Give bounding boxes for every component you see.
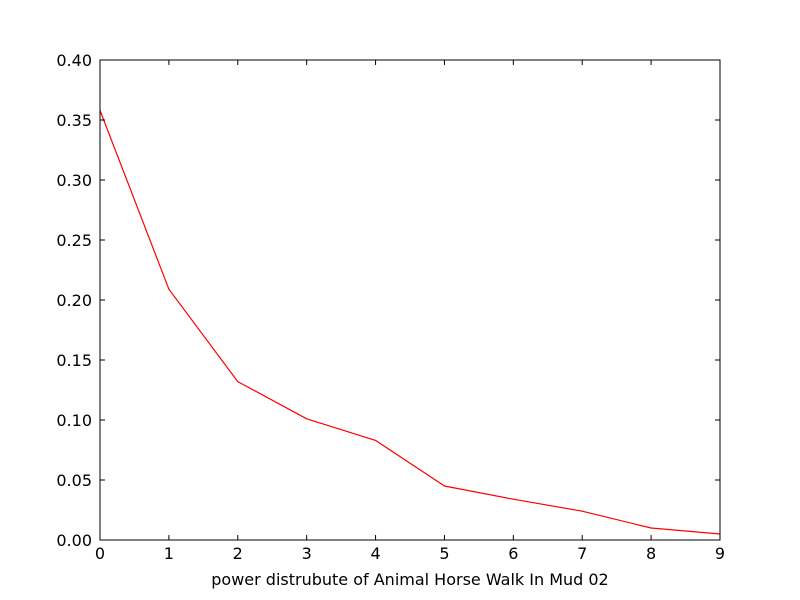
data-point bbox=[374, 439, 377, 441]
tick-layer: 0 1 2 3 4 5 6 7 8 9 0.00 0.05 0.10 0.15 0.20 0.25 0.30 0.… bbox=[56, 51, 725, 563]
x-axis-label: power distrubute of Animal Horse Walk In… bbox=[211, 570, 608, 589]
x-tick-label: 7 bbox=[577, 544, 587, 563]
y-tick-label: 0.40 bbox=[56, 51, 92, 70]
x-tick-label: 1 bbox=[164, 544, 174, 563]
x-tick-label: 8 bbox=[646, 544, 656, 563]
x-tick-label: 0 bbox=[95, 544, 105, 563]
plot-area bbox=[100, 60, 720, 540]
y-tick-label: 0.05 bbox=[56, 471, 92, 490]
data-point bbox=[306, 418, 308, 420]
y-tick-label: 0.20 bbox=[56, 291, 92, 310]
x-tick-label: 6 bbox=[508, 544, 518, 563]
x-tick-label: 4 bbox=[370, 544, 380, 563]
plot-frame bbox=[99, 59, 721, 541]
x-tick-label: 5 bbox=[439, 544, 449, 563]
y-tick-label: 0.35 bbox=[56, 111, 92, 130]
data-point bbox=[237, 381, 239, 383]
data-point bbox=[581, 510, 583, 512]
y-tick-label: 0.25 bbox=[56, 231, 92, 250]
data-point bbox=[443, 485, 446, 487]
data-point bbox=[650, 527, 652, 529]
x-tick-label: 9 bbox=[715, 544, 725, 563]
y-tick-label: 0.00 bbox=[56, 531, 92, 550]
x-tick-label: 2 bbox=[233, 544, 243, 563]
data-point bbox=[168, 288, 170, 290]
series-line bbox=[99, 110, 721, 535]
data-point bbox=[512, 498, 514, 500]
y-tick-label: 0.15 bbox=[56, 351, 92, 370]
x-tick-label: 3 bbox=[302, 544, 312, 563]
y-tick-label: 0.30 bbox=[56, 171, 92, 190]
y-tick-label: 0.10 bbox=[56, 411, 92, 430]
